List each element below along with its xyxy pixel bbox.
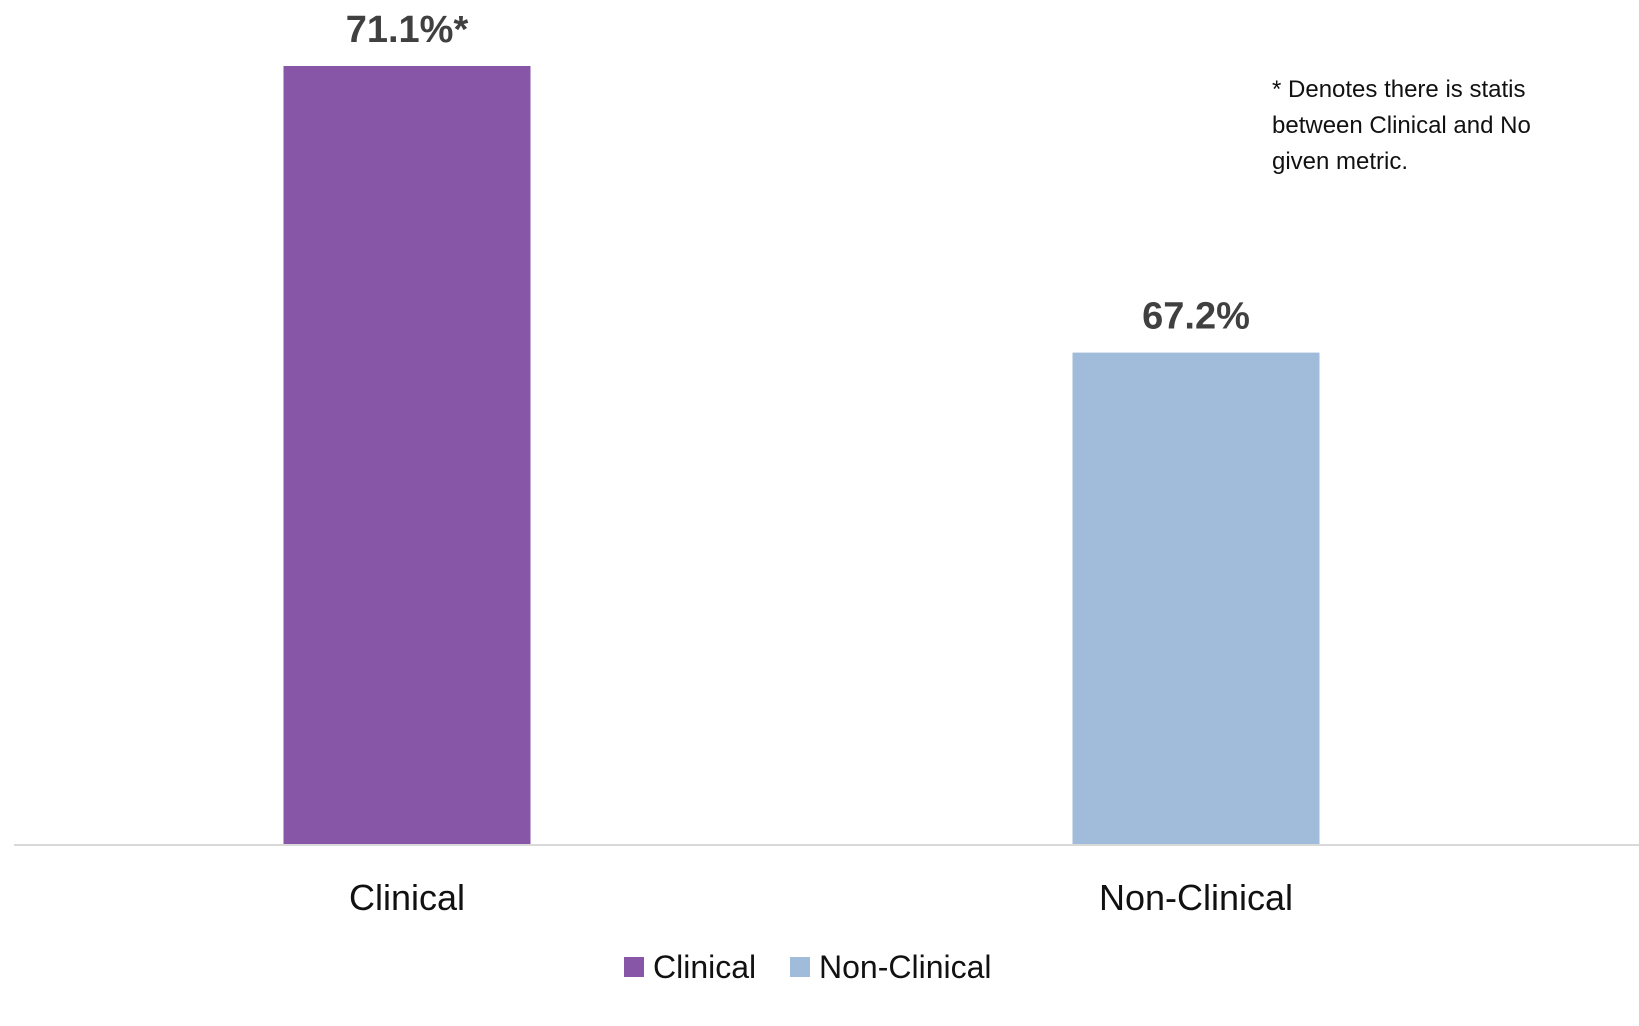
legend-swatch bbox=[624, 957, 644, 977]
x-tick-label: Non-Clinical bbox=[1099, 877, 1293, 918]
legend-label: Non-Clinical bbox=[819, 949, 992, 985]
bars-layer bbox=[283, 66, 1320, 845]
note-line: between Clinical and No bbox=[1272, 112, 1531, 139]
legend-label: Clinical bbox=[653, 949, 756, 985]
data-label: 67.2% bbox=[1142, 296, 1250, 338]
note-line: * Denotes there is statis bbox=[1272, 76, 1526, 103]
significance-note: * Denotes there is statis between Clinic… bbox=[1272, 72, 1632, 182]
bar-clinical bbox=[283, 66, 531, 845]
bar-non-clinical bbox=[1072, 352, 1320, 845]
legend: Clinical Non-Clinical bbox=[624, 949, 992, 985]
labels-layer: 71.1%* Clinical 67.2% Non-Clinical bbox=[346, 9, 1293, 918]
legend-swatch bbox=[790, 957, 810, 977]
x-tick-label: Clinical bbox=[349, 877, 465, 918]
data-label: 71.1%* bbox=[346, 9, 469, 51]
note-line: given metric. bbox=[1272, 148, 1409, 175]
